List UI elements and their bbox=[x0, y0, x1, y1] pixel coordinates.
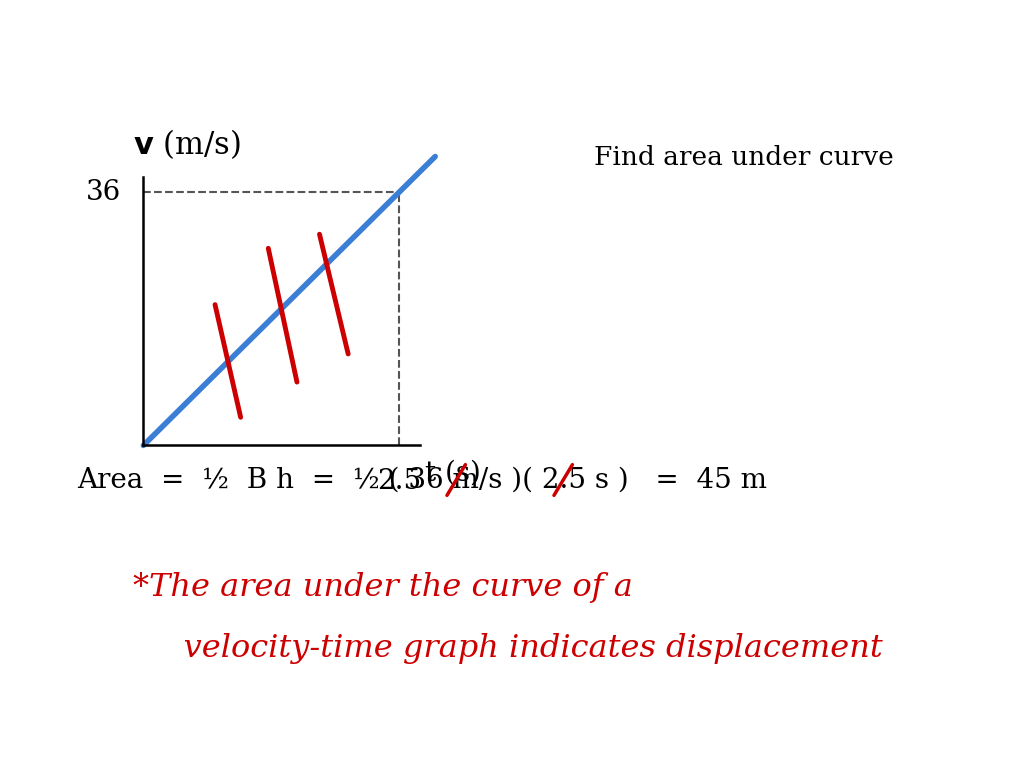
Text: $\mathbf{v}$ (m/s): $\mathbf{v}$ (m/s) bbox=[133, 127, 241, 161]
Text: Area  =  ½  B h  =  ½ ( 36 m/s )( 2.5 s )   =  45 m: Area = ½ B h = ½ ( 36 m/s )( 2.5 s ) = 4… bbox=[77, 466, 767, 494]
Text: 36: 36 bbox=[86, 178, 121, 206]
Text: t (s): t (s) bbox=[425, 459, 481, 486]
Text: Find area under curve: Find area under curve bbox=[594, 145, 894, 170]
Text: velocity-time graph indicates displacement: velocity-time graph indicates displaceme… bbox=[133, 634, 883, 664]
Text: *The area under the curve of a: *The area under the curve of a bbox=[133, 572, 633, 603]
Text: 2.5: 2.5 bbox=[377, 468, 422, 495]
